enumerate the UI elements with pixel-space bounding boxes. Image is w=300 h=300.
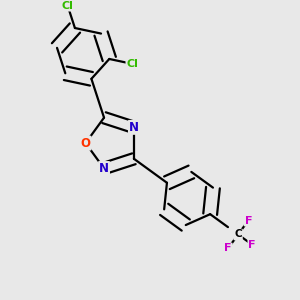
Text: O: O bbox=[81, 136, 91, 150]
Text: F: F bbox=[244, 215, 252, 226]
Text: F: F bbox=[248, 240, 256, 250]
Text: Cl: Cl bbox=[126, 59, 138, 69]
Text: N: N bbox=[99, 162, 109, 175]
Text: N: N bbox=[129, 121, 139, 134]
Text: C: C bbox=[234, 230, 242, 239]
Text: F: F bbox=[224, 244, 232, 254]
Text: Cl: Cl bbox=[62, 1, 74, 10]
